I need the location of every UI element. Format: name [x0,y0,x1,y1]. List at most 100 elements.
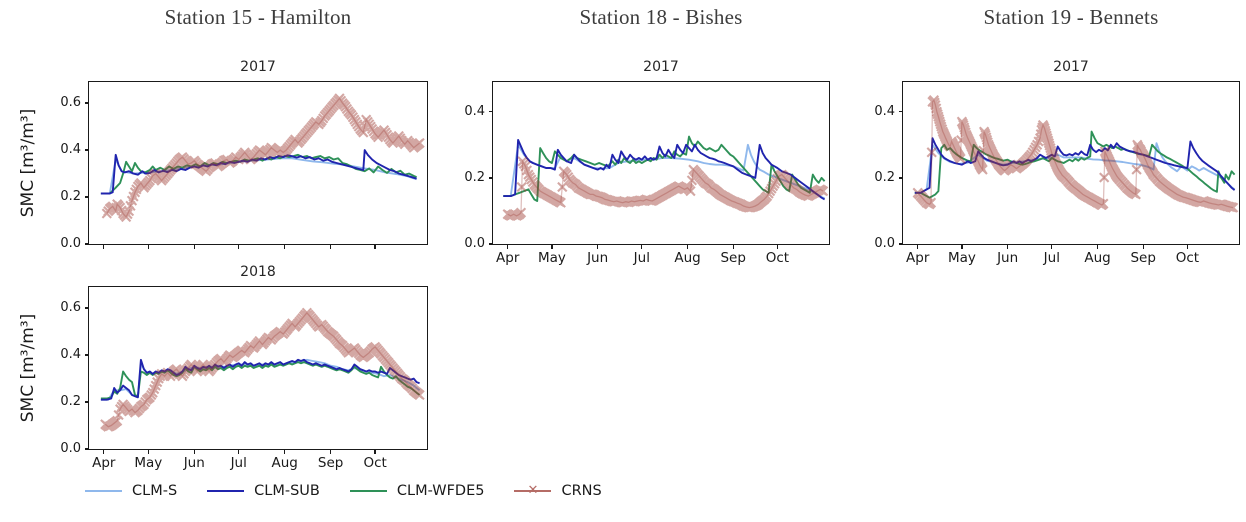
x-tick-mark [1051,244,1053,249]
x-tick-label: May [947,250,976,266]
y-tick-mark [84,243,89,245]
x-tick-label: Apr [906,250,930,266]
x-tick-mark [238,449,240,454]
x-tick-mark [732,244,734,249]
y-tick-label: 0.4 [60,347,81,363]
x-tick-label: May [134,455,163,471]
x-tick-label: Jul [633,250,650,266]
x-tick-mark [329,244,332,249]
y-tick-label: 0.4 [874,103,895,119]
x-tick-label: Apr [92,455,116,471]
legend-item-clm-wfde5: CLM-WFDE5 [349,483,485,499]
y-tick-mark [84,196,89,198]
plot-area-hamilton-2018 [100,307,425,432]
x-tick-mark [1186,244,1189,249]
subplot-bennets-2017: 2017 Apr May Jun Jul Aug Sep Oct 0.0 0.2 0.4 [874,59,1240,266]
legend-item-clm-sub: CLM-SUB [207,483,320,499]
x-tick-mark [329,449,332,454]
y-tick-mark [84,149,89,151]
x-tick-label: Aug [271,455,298,471]
x-tick-label: Jun [997,250,1019,266]
x-tick-label: Jul [1043,250,1060,266]
x-tick-label: Sep [1130,250,1156,266]
crns-x-marker-swatch-icon: ✕ [514,484,552,497]
column-title-station-19: Station 19 - Bennets [983,5,1159,29]
y-tick-mark [488,111,493,113]
clm-wfde5-line-swatch-icon [349,489,387,493]
x-tick-mark [147,449,149,454]
legend-item-clm-s: CLM-S [85,483,177,499]
x-tick-label: Sep [720,250,746,266]
y-tick-mark [84,448,89,450]
x-tick-mark [284,244,286,249]
legend-label: CLM-S [132,483,178,499]
subplot-year-title: 2017 [240,59,276,75]
x-tick-mark [374,449,376,454]
x-tick-mark [1142,244,1144,249]
x-tick-mark [238,244,240,249]
x-tick-label: Jun [587,250,609,266]
subplot-hamilton-2018: 2018 Apr May Jun Jul Aug Sep Oct 0.0 0.2 0.4 0.6 [60,264,428,471]
column-title-station-15: Station 15 - Hamilton [164,5,352,29]
y-tick-mark [84,307,89,309]
x-tick-mark [1096,244,1099,249]
y-tick-label: 0.0 [464,236,485,251]
x-tick-label: Jul [230,455,247,471]
x-marker-glyph-icon: ✕ [527,482,539,498]
y-axis-label-bottom: SMC [m³/m³] [18,313,38,423]
y-tick-mark [84,102,89,104]
legend-item-crns: ✕ CRNS [514,483,602,499]
x-tick-mark [917,244,919,249]
x-tick-mark [551,244,553,249]
x-tick-mark [103,244,105,249]
y-tick-label: 0.2 [464,169,485,185]
x-tick-mark [147,244,149,249]
x-tick-label: Jun [183,455,205,471]
y-tick-label: 0.6 [60,95,81,111]
x-tick-mark [284,449,286,454]
x-tick-mark [193,449,195,454]
x-tick-mark [641,244,643,249]
y-tick-label: 0.4 [60,142,81,158]
y-tick-mark [488,243,493,245]
y-tick-label: 0.2 [60,189,81,205]
x-tick-mark [103,449,105,454]
column-title-station-18: Station 18 - Bishes [579,5,743,29]
y-tick-label: 0.0 [60,236,81,251]
x-tick-label: Sep [317,455,344,471]
subplot-year-title: 2017 [1053,59,1089,75]
y-tick-mark [898,111,903,113]
y-tick-mark [488,177,493,179]
x-tick-mark [776,244,779,249]
x-tick-mark [961,244,963,249]
x-tick-label: Apr [496,250,520,266]
x-tick-mark [507,244,509,249]
x-tick-mark [1006,244,1009,249]
x-tick-label: May [537,250,566,266]
x-tick-mark [374,244,376,249]
x-tick-label: Oct [1175,250,1200,266]
y-tick-mark [898,177,903,179]
plot-area-bennets-2017 [912,95,1239,213]
y-tick-mark [84,401,89,403]
subplot-year-title: 2018 [240,264,276,280]
y-tick-mark [898,243,903,245]
x-tick-mark [596,244,599,249]
subplot-bishes-2017: 2017 Apr May Jun Jul Aug Sep Oct 0.0 0.2 0.4 [464,59,830,266]
legend-label: CLM-WFDE5 [396,483,485,499]
legend-label: CRNS [561,483,602,499]
y-tick-label: 0.4 [464,103,485,119]
y-axis-label-top: SMC [m³/m³] [18,108,38,218]
plot-area-bishes-2017 [502,135,829,222]
x-tick-mark [686,244,689,249]
y-tick-label: 0.6 [60,300,81,316]
x-tick-label: Aug [674,250,701,266]
legend: CLM-S CLM-SUB CLM-WFDE5 ✕ CRNS [85,483,602,499]
y-tick-label: 0.2 [60,394,81,410]
y-tick-label: 0.2 [874,169,895,185]
y-tick-label: 0.0 [874,236,895,251]
clm-s-line-swatch-icon [85,489,122,493]
plot-area-hamilton-2017 [100,93,425,223]
legend-label: CLM-SUB [254,483,320,499]
